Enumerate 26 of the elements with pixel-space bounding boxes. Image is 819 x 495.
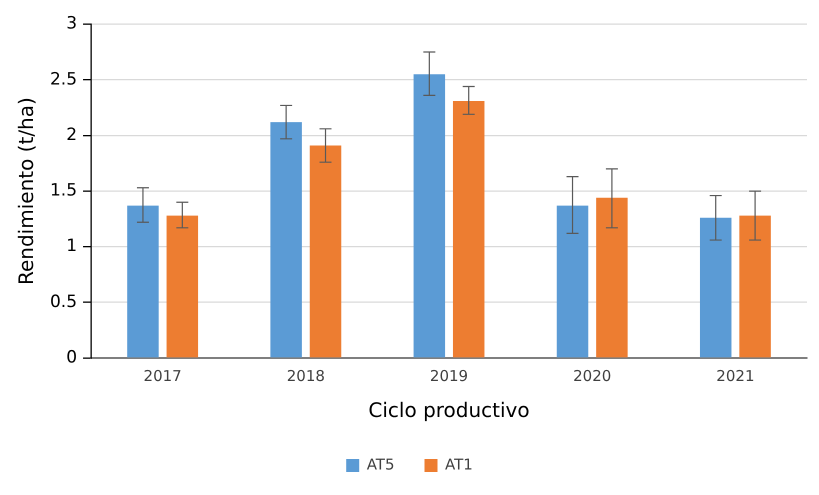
x-axis-title: Ciclo productivo [368,398,530,422]
bar [166,216,198,358]
bar [556,206,588,358]
y-tick-label: 0 [66,347,78,368]
x-tick-label: 2020 [573,366,612,385]
bar [700,218,732,358]
y-tick-label: 3 [66,14,78,34]
y-tick-label: 2.5 [50,69,78,90]
bar [310,145,342,358]
bar [596,198,628,358]
bar [270,122,302,358]
x-tick-label: 2018 [286,366,325,385]
bar [739,216,771,358]
x-tick-label: 2019 [430,366,468,385]
y-axis-title: Rendimiento (t/ha) [14,97,38,286]
x-tick-label: 2017 [144,366,182,385]
x-tick-label: 2021 [716,366,754,385]
bar [414,74,446,358]
legend-label: AT1 [445,455,473,474]
y-tick-label: 0.5 [50,292,78,312]
y-tick-label: 1 [66,236,78,256]
bar [127,206,159,358]
bar [452,100,484,358]
legend-label: AT5 [366,455,395,474]
y-tick-label: 1.5 [50,180,78,201]
y-tick-label: 2 [66,124,78,145]
